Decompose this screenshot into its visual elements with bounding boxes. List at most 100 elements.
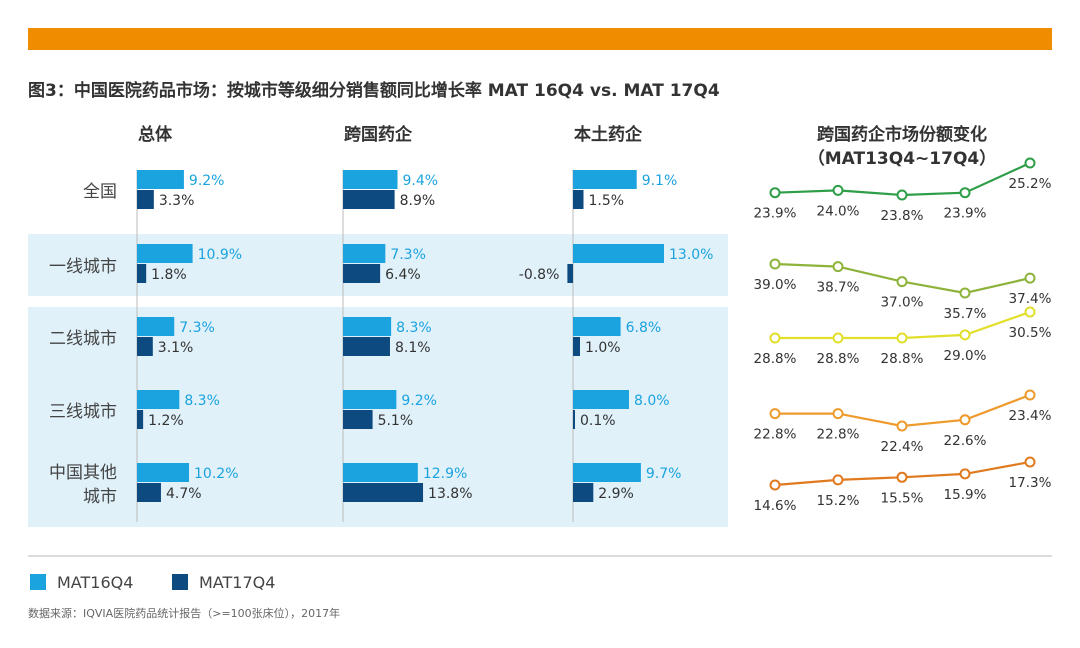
row-label-line: 一线城市: [49, 257, 117, 277]
bar-value-label: 9.1%: [642, 173, 678, 189]
bar-mat16: [343, 390, 397, 409]
line-point: [832, 261, 844, 273]
legend-swatch: [172, 574, 188, 590]
bar-value-label: 8.3%: [396, 320, 432, 336]
line-series-4: 14.6% 15.2% 15.5% 15.9% 17.3%: [754, 456, 1052, 514]
row-label-line: 中国其他: [49, 463, 117, 483]
line-value-label: 15.9%: [944, 487, 987, 503]
line-value-label: 17.3%: [1009, 475, 1052, 491]
bar-mat17: [343, 264, 381, 283]
row-label-line: 全国: [83, 182, 117, 202]
bar-value-label: 4.7%: [166, 486, 202, 502]
line-point: [832, 408, 844, 420]
line-value-label: 37.4%: [1009, 291, 1052, 307]
bar-value-label: 6.8%: [626, 320, 662, 336]
bar-value-label: 1.2%: [148, 413, 184, 429]
line-series-3: 22.8% 22.8% 22.4% 22.6% 23.4%: [754, 389, 1052, 455]
bar-mat17: [573, 410, 575, 429]
line-point: [832, 474, 844, 486]
bar-value-label: 9.2%: [401, 393, 437, 409]
bar-mat16: [137, 390, 180, 409]
line-value-label: 28.8%: [881, 351, 924, 367]
bar-value-label: 3.1%: [158, 340, 194, 356]
bar-value-label: 13.8%: [428, 486, 472, 502]
line-value-label: 25.2%: [1009, 176, 1052, 192]
bar-mat17: [343, 410, 373, 429]
line-point: [896, 189, 908, 201]
bar-value-label: 6.4%: [385, 267, 421, 283]
row-label-3: 三线城市: [49, 402, 117, 422]
line-value-label: 24.0%: [817, 203, 860, 219]
bar-mat17: [573, 190, 584, 209]
bar-value-label: 2.9%: [598, 486, 634, 502]
legend: MAT16Q4 MAT17Q4: [30, 573, 275, 592]
line-panel: 跨国药企市场份额变化 （MAT13Q4~17Q4） 23.9% 24.0% 23.8% 2…: [754, 124, 1052, 514]
bar-value-label: 1.0%: [585, 340, 621, 356]
line-point: [959, 414, 971, 426]
line-panel-title: 跨国药企市场份额变化: [817, 124, 987, 145]
line-point: [769, 408, 781, 420]
line-value-label: 15.2%: [817, 493, 860, 509]
line-point: [959, 187, 971, 199]
bar-mat17: [137, 337, 153, 356]
bar-mat16: [573, 390, 629, 409]
bar-mat16: [343, 317, 392, 336]
line-point: [769, 258, 781, 270]
bar-mat17: [567, 264, 573, 283]
bar-value-label: 9.2%: [189, 173, 225, 189]
line-value-label: 29.0%: [944, 348, 987, 364]
bar-mat16: [137, 463, 190, 482]
bar-mat17: [573, 483, 594, 502]
line-value-label: 30.5%: [1009, 325, 1052, 341]
line-panel-subtitle: （MAT13Q4~17Q4）: [808, 148, 996, 169]
legend-swatch: [30, 574, 46, 590]
bar-value-label: 7.3%: [390, 247, 426, 263]
bar-mat16: [573, 170, 637, 189]
line-point: [1024, 157, 1036, 169]
bar-value-label: 13.0%: [669, 247, 713, 263]
line-value-label: 23.4%: [1009, 408, 1052, 424]
line-point: [1024, 306, 1036, 318]
bar-mat16: [343, 244, 386, 263]
bar-mat16: [343, 463, 418, 482]
row-label-0: 全国: [83, 182, 117, 202]
bar-value-label: 8.9%: [400, 193, 436, 209]
bar-mat17: [137, 410, 144, 429]
line-point: [896, 332, 908, 344]
line-value-label: 14.6%: [754, 498, 797, 514]
line-value-label: 15.5%: [881, 490, 924, 506]
row-label-2: 二线城市: [49, 329, 117, 349]
line-value-label: 39.0%: [754, 277, 797, 293]
line-value-label: 38.7%: [817, 280, 860, 296]
bar-value-label: 3.3%: [159, 193, 195, 209]
line-point: [832, 184, 844, 196]
row-label-line: 城市: [83, 487, 117, 507]
line-point: [896, 276, 908, 288]
line-value-label: 23.9%: [944, 206, 987, 222]
line-value-label: 22.4%: [881, 439, 924, 455]
line-point: [959, 468, 971, 480]
figure-title: 图3：中国医院药品市场：按城市等级细分销售额同比增长率 MAT 16Q4 vs.…: [28, 80, 720, 101]
panel-title: 本土药企: [574, 124, 643, 145]
bar-value-label: 1.8%: [151, 267, 187, 283]
bar-value-label: 10.2%: [194, 466, 238, 482]
line-series-1: 39.0% 38.7% 37.0% 35.7% 37.4%: [754, 258, 1052, 322]
bar-value-label: 8.3%: [184, 393, 220, 409]
line-point: [769, 187, 781, 199]
line-point: [896, 420, 908, 432]
bar-mat17: [137, 190, 154, 209]
line-value-label: 23.8%: [881, 208, 924, 224]
bar-mat16: [137, 244, 193, 263]
bar-value-label: 10.9%: [198, 247, 242, 263]
row-label-line: 二线城市: [49, 329, 117, 349]
row-label-line: 三线城市: [49, 402, 117, 422]
bar-value-label: 5.1%: [378, 413, 414, 429]
bar-mat17: [343, 190, 395, 209]
top-banner: [28, 28, 1052, 50]
line-point: [1024, 272, 1036, 284]
line-point: [769, 479, 781, 491]
bar-mat17: [137, 483, 161, 502]
bar-mat16: [137, 317, 175, 336]
bar-mat17: [343, 483, 424, 502]
